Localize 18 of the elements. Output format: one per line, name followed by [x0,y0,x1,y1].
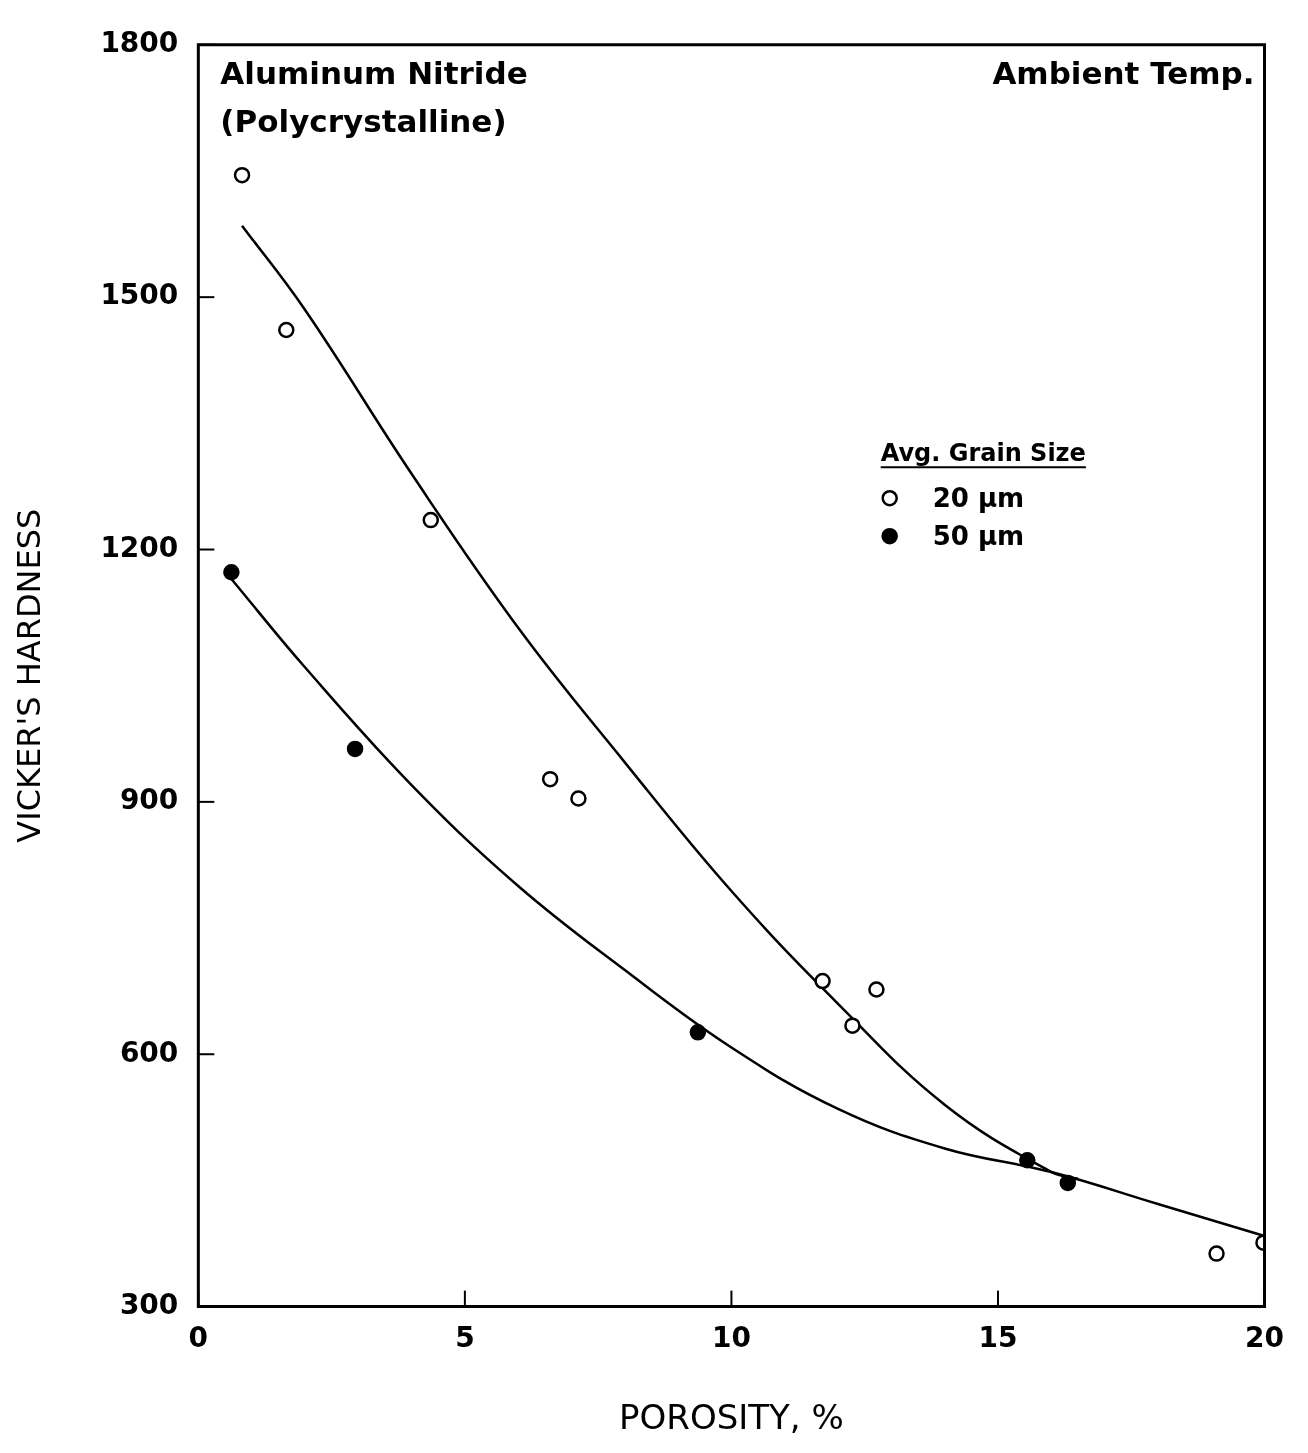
x-tick-label: 15 [978,1320,1018,1354]
x-tick-label: 5 [455,1320,475,1354]
legend-label: 20 µm [932,483,1025,514]
y-tick-label: 1500 [100,278,179,312]
x-axis-title: POROSITY, % [619,1397,844,1438]
y-tick-label: 600 [119,1035,179,1069]
legend-label: 50 µm [932,521,1025,552]
x-tick-label: 20 [1245,1320,1284,1354]
annotation: Ambient Temp. [992,55,1255,92]
x-tick-label: 10 [711,1320,751,1354]
y-axis-title: VICKER'S HARDNESS [9,508,48,843]
annotation: Aluminum Nitride (Polycrystalline) [220,55,528,140]
y-tick-label: 1800 [100,26,179,60]
y-tick-label: 900 [119,783,179,817]
legend-title: Avg. Grain Size [880,439,1086,468]
x-tick-label: 0 [188,1320,209,1354]
y-tick-label: 300 [119,1287,179,1321]
y-tick-label: 1200 [100,530,179,564]
